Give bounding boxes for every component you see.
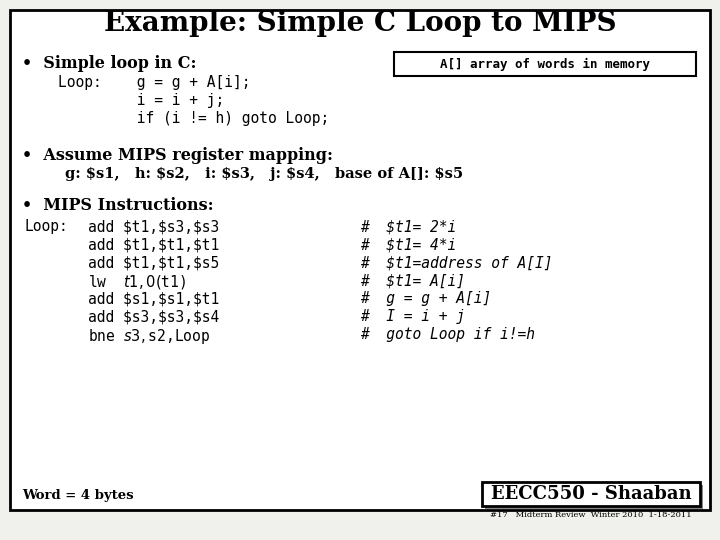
Text: #17   Midterm Review  Winter 2010  1-18-2011: #17 Midterm Review Winter 2010 1-18-2011 — [490, 511, 692, 519]
FancyBboxPatch shape — [485, 485, 703, 509]
Text: g: $s1,   h: $s2,   i: $s3,   j: $s4,   base of A[]: $s5: g: $s1, h: $s2, i: $s3, j: $s4, base of … — [65, 167, 463, 181]
Text: if (i != h) goto Loop;: if (i != h) goto Loop; — [58, 111, 329, 126]
Text: Loop:: Loop: — [25, 219, 68, 234]
Text: add $s3,$s3,$s4: add $s3,$s3,$s4 — [88, 309, 220, 324]
Text: #  $t1= A[i]: # $t1= A[i] — [360, 273, 465, 288]
Text: #  goto Loop if i!=h: # goto Loop if i!=h — [360, 327, 535, 342]
Text: lw  $t1,0($t1): lw $t1,0($t1) — [88, 273, 186, 291]
Text: #  I = i + j: # I = i + j — [360, 309, 465, 324]
Text: EECC550 - Shaaban: EECC550 - Shaaban — [491, 485, 691, 503]
Text: •  MIPS Instructions:: • MIPS Instructions: — [22, 197, 214, 214]
Text: i = i + j;: i = i + j; — [58, 93, 224, 108]
Text: #  g = g + A[i]: # g = g + A[i] — [360, 291, 491, 306]
Text: add $t1,$t1,$s5: add $t1,$t1,$s5 — [88, 255, 220, 270]
FancyBboxPatch shape — [10, 10, 710, 510]
FancyBboxPatch shape — [482, 482, 700, 506]
Text: #  $t1=address of A[I]: # $t1=address of A[I] — [360, 255, 552, 270]
Text: #  $t1= 4*i: # $t1= 4*i — [360, 237, 456, 252]
FancyBboxPatch shape — [394, 52, 696, 76]
Text: •  Simple loop in C:: • Simple loop in C: — [22, 55, 197, 72]
Text: Word = 4 bytes: Word = 4 bytes — [22, 489, 134, 502]
Text: Loop:    g = g + A[i];: Loop: g = g + A[i]; — [58, 75, 251, 90]
Text: Example: Simple C Loop to MIPS: Example: Simple C Loop to MIPS — [104, 10, 616, 37]
Text: add $t1,$t1,$t1: add $t1,$t1,$t1 — [88, 237, 220, 252]
Text: A[] array of words in memory: A[] array of words in memory — [440, 57, 650, 71]
Text: #  $t1= 2*i: # $t1= 2*i — [360, 219, 456, 234]
Text: bne $s3,$s2,Loop: bne $s3,$s2,Loop — [88, 327, 210, 346]
Text: add $s1,$s1,$t1: add $s1,$s1,$t1 — [88, 291, 220, 306]
Text: add $t1,$s3,$s3: add $t1,$s3,$s3 — [88, 219, 220, 234]
Text: •  Assume MIPS register mapping:: • Assume MIPS register mapping: — [22, 147, 333, 164]
